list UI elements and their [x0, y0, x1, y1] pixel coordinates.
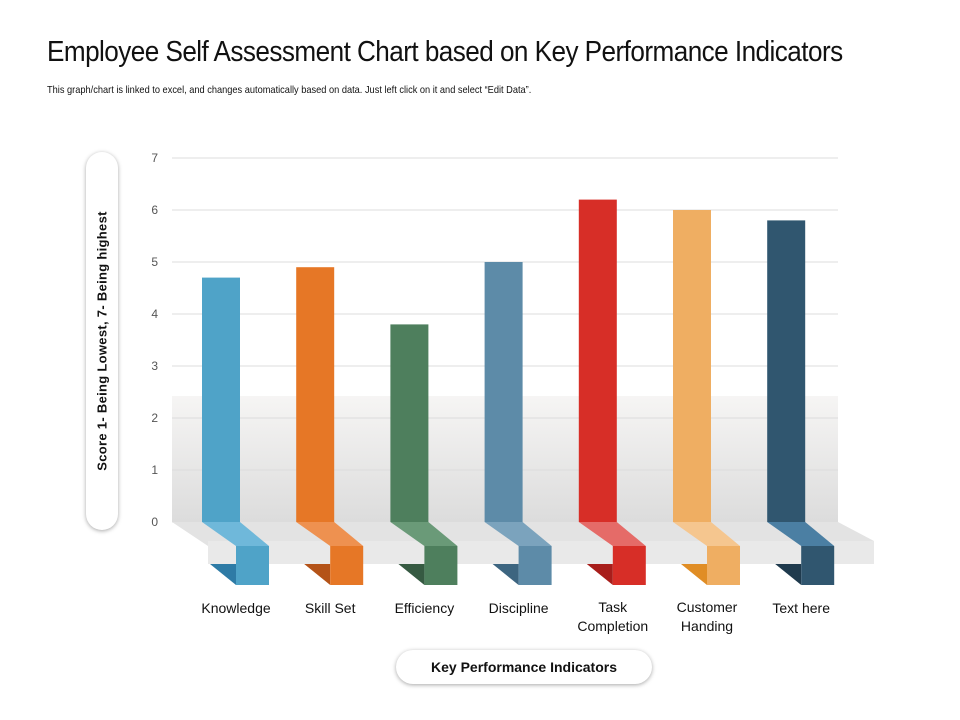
- y-tick-label: 3: [151, 359, 158, 373]
- y-tick-label: 1: [151, 463, 158, 477]
- bar-fold-shadow: [681, 564, 707, 585]
- bar-fold-shadow: [210, 564, 236, 585]
- bar-fold: [673, 522, 740, 546]
- x-tick-label: Customer: [677, 599, 738, 615]
- x-tick-label: Handing: [681, 618, 733, 634]
- y-axis-label-pill: Score 1- Being Lowest, 7- Being highest: [86, 152, 118, 530]
- page-title: Employee Self Assessment Chart based on …: [47, 36, 843, 68]
- y-tick-label: 7: [151, 151, 158, 165]
- bar: [390, 324, 429, 522]
- x-tick-label: Knowledge: [201, 600, 270, 616]
- bar-base: [330, 546, 364, 585]
- bar: [767, 220, 806, 522]
- y-tick-label: 4: [151, 307, 158, 321]
- x-tick-label: Completion: [577, 618, 648, 634]
- bar-fold-shadow: [304, 564, 331, 585]
- bar-base: [707, 546, 740, 585]
- bar: [578, 199, 617, 522]
- x-axis-label-pill: Key Performance Indicators: [396, 650, 652, 684]
- bar-fold-shadow: [398, 564, 425, 585]
- bar: [202, 277, 240, 522]
- bar-fold-shadow: [492, 564, 519, 585]
- subtitle: This graph/chart is linked to excel, and…: [47, 84, 532, 96]
- bar-base: [424, 546, 458, 585]
- bar: [484, 262, 523, 522]
- bar-base: [801, 546, 835, 585]
- bar-fold: [484, 522, 552, 546]
- y-tick-label: 0: [151, 515, 158, 529]
- bar-fold: [390, 522, 458, 546]
- x-tick-label: Task: [598, 599, 628, 615]
- y-axis-label: Score 1- Being Lowest, 7- Being highest: [94, 211, 110, 471]
- bar: [673, 210, 711, 522]
- bar-fold-shadow: [586, 564, 613, 585]
- y-tick-label: 5: [151, 255, 158, 269]
- bar-fold: [202, 522, 269, 546]
- bar-base: [518, 546, 552, 585]
- y-tick-label: 6: [151, 203, 158, 217]
- x-tick-label: Efficiency: [395, 600, 455, 616]
- bar-fold: [767, 522, 835, 546]
- bar-fold-shadow: [775, 564, 802, 585]
- x-axis-label: Key Performance Indicators: [431, 659, 617, 675]
- bar-fold: [296, 522, 364, 546]
- bar-base: [236, 546, 269, 585]
- y-tick-label: 2: [151, 411, 158, 425]
- x-tick-label: Skill Set: [305, 600, 356, 616]
- bar-fold: [578, 522, 646, 546]
- bar: [296, 267, 335, 522]
- x-tick-label: Text here: [772, 600, 830, 616]
- bar-base: [612, 546, 646, 585]
- x-tick-label: Discipline: [489, 600, 549, 616]
